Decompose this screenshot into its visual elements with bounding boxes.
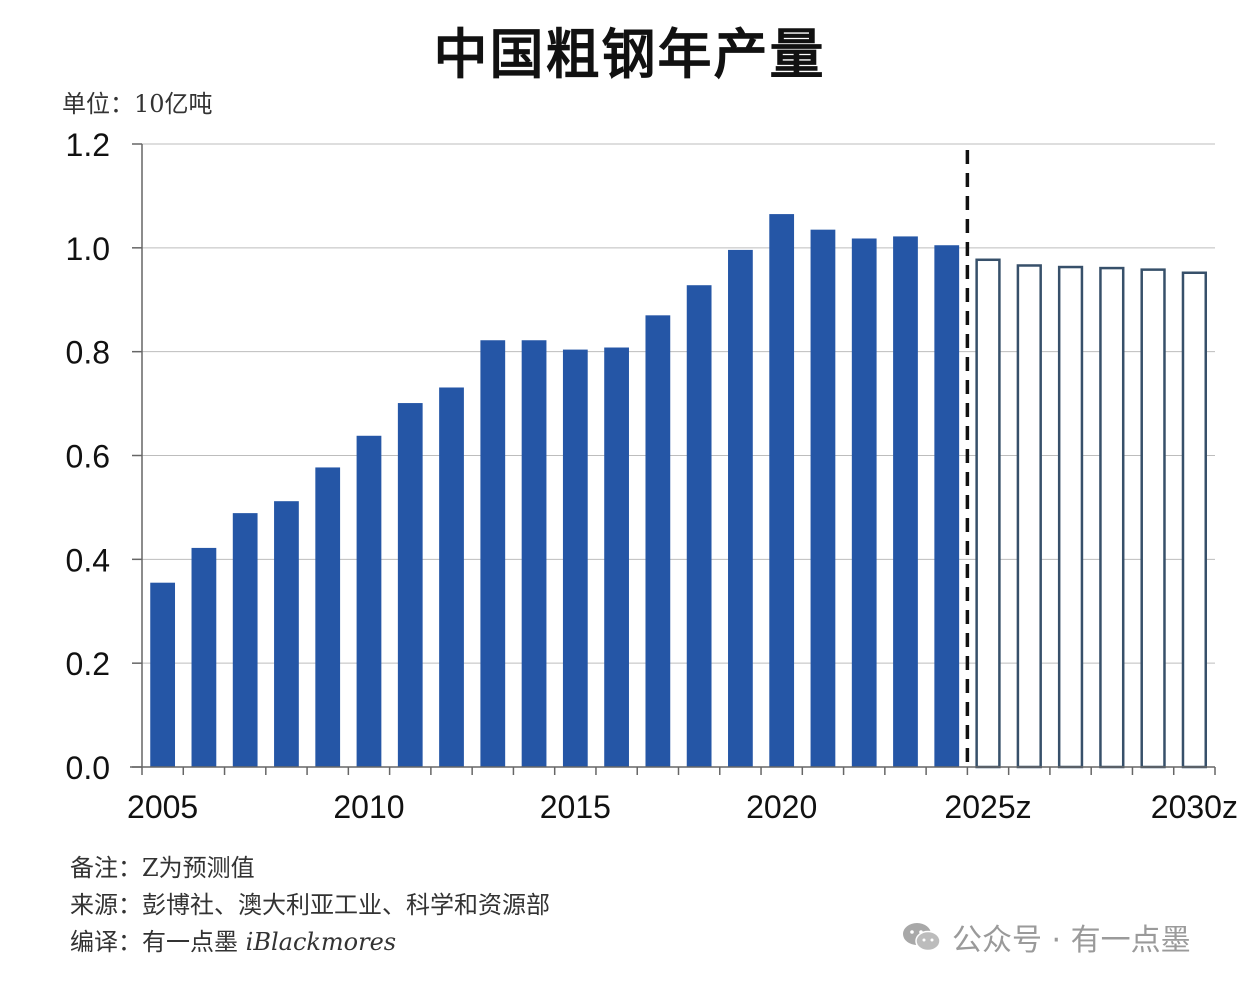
bar-2013 — [480, 340, 506, 767]
bar-2008 — [274, 501, 299, 767]
bar-2016 — [604, 347, 629, 767]
bar-2014 — [521, 340, 547, 767]
x-tick-label: 2020 — [746, 789, 817, 825]
bar-2011 — [397, 403, 423, 767]
y-tick-label: 0.0 — [66, 750, 110, 786]
bar-2024 — [934, 245, 960, 768]
wechat-icon — [903, 923, 941, 952]
bar-2005 — [150, 582, 176, 767]
chart-notes: 备注：Z为预测值 来源：彭博社、澳大利亚工业、科学和资源部 编译：有一点墨 iB… — [70, 850, 550, 961]
x-tick-label: 2025z — [944, 789, 1031, 825]
bar-2015 — [562, 349, 588, 767]
grid-lines — [142, 143, 1215, 664]
bar-2020 — [769, 214, 795, 767]
x-tick-label: 2030z — [1151, 789, 1238, 825]
y-tick-label: 1.2 — [66, 127, 110, 163]
y-tick-label: 0.4 — [66, 542, 110, 578]
x-tick-label: 2015 — [540, 789, 611, 825]
translator-name: iBlackmores — [245, 928, 397, 956]
unit-label: 单位：10亿吨 — [62, 90, 213, 118]
x-tick-label: 2005 — [127, 789, 198, 825]
bar-2023 — [893, 236, 918, 767]
bar-2028z — [1099, 266, 1125, 769]
y-tick-label: 0.8 — [66, 335, 110, 371]
y-tick-label: 1.0 — [66, 231, 110, 267]
x-tick-labels: 2005 2010 2015 2020 2025z 2030z — [127, 789, 1238, 825]
bar-chart: 0.00.20.40.60.81.01.2 2005 2010 2015 2020 20… — [66, 127, 1238, 825]
bar-2021 — [810, 229, 836, 768]
watermark: 公众号 · 有一点墨 — [902, 915, 1191, 959]
bar-2012 — [439, 387, 464, 767]
axes — [130, 143, 1216, 775]
bar-2018 — [686, 285, 712, 767]
note-forecast: 备注：Z为预测值 — [70, 854, 255, 882]
bar-2029z — [1140, 268, 1166, 769]
bar-2010 — [356, 435, 382, 767]
bar-2022 — [851, 238, 877, 767]
bar-2017 — [645, 315, 671, 767]
watermark-text: 公众号 · 有一点墨 — [952, 923, 1191, 958]
bar-2019 — [728, 249, 753, 767]
y-tick-label: 0.2 — [66, 646, 110, 682]
note-source: 来源：彭博社、澳大利亚工业、科学和资源部 — [70, 891, 550, 919]
bar-2030z — [1181, 271, 1207, 769]
bar-2025z — [975, 258, 1001, 769]
bar-2009 — [315, 467, 341, 767]
y-tick-label: 0.6 — [66, 439, 110, 475]
bars — [150, 214, 1207, 769]
note-translator: 编译：有一点墨 iBlackmores — [70, 924, 550, 961]
bar-2026z — [1016, 264, 1042, 769]
bar-2007 — [232, 513, 258, 767]
chart-title: 中国粗钢年产量 — [433, 23, 826, 86]
translator-prefix: 编译：有一点墨 — [70, 928, 238, 956]
y-tick-labels: 0.0 0.2 0.4 0.6 0.8 1.0 1.2 — [66, 127, 110, 786]
x-tick-label: 2010 — [333, 789, 404, 825]
bar-2006 — [191, 547, 217, 767]
bar-2027z — [1057, 265, 1084, 769]
